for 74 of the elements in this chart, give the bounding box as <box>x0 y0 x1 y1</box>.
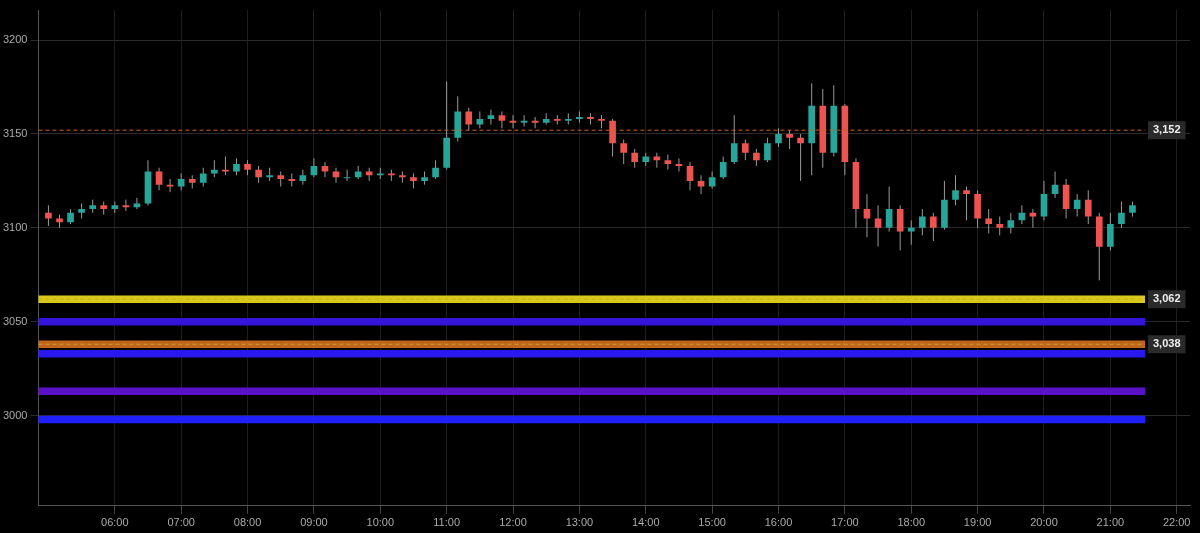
x-tick-label: 10:00 <box>366 516 395 529</box>
y-tick-label: 3100 <box>2 220 28 233</box>
candlestick <box>697 174 705 195</box>
candlestick <box>576 110 583 124</box>
candlestick <box>587 112 594 126</box>
x-tick-label: 11:00 <box>433 516 461 529</box>
candlestick <box>520 114 528 127</box>
candlestick <box>620 139 627 165</box>
candlestick <box>1040 180 1048 221</box>
y-tick-label: 3050 <box>2 314 28 327</box>
candlestick <box>122 199 130 212</box>
x-tick-label: 16:00 <box>764 516 793 529</box>
candlestick <box>199 167 207 188</box>
candlestick <box>963 186 970 221</box>
candlestick <box>797 133 804 182</box>
x-tick-label: 15:00 <box>698 516 726 529</box>
candlestick <box>498 110 506 129</box>
candlestick <box>719 155 727 180</box>
candlestick <box>919 208 926 236</box>
candlestick <box>896 204 904 251</box>
x-tick-label: 17:00 <box>831 516 859 529</box>
candlestick <box>432 159 439 180</box>
candlestick <box>907 219 915 246</box>
candlestick <box>631 148 638 169</box>
x-tick-label: 22:00 <box>1162 516 1191 529</box>
y-tick-label: 3150 <box>2 126 28 139</box>
ref-line-label: 3,062 <box>1153 292 1181 305</box>
candlestick <box>985 208 993 234</box>
candlestick <box>730 114 738 165</box>
candlestick <box>1007 212 1015 234</box>
candlestick <box>952 174 959 206</box>
x-tick-label: 20:00 <box>1030 516 1058 529</box>
candlestick <box>686 161 694 191</box>
candlestick <box>885 186 893 233</box>
candlestick <box>874 204 882 248</box>
candlestick <box>775 127 782 148</box>
x-tick-label: 12:00 <box>499 516 527 529</box>
y-tick-label: 3200 <box>2 33 28 46</box>
candlestick <box>786 129 793 150</box>
x-tick-label: 18:00 <box>897 516 926 529</box>
x-tick-label: 14:00 <box>632 516 660 529</box>
candlestick <box>531 116 539 129</box>
x-tick-label: 09:00 <box>300 516 328 529</box>
candlestick <box>764 137 771 163</box>
candlestick <box>564 112 572 126</box>
candlestick <box>1107 212 1114 251</box>
x-tick-label: 06:00 <box>101 516 129 529</box>
candlestick <box>222 155 229 176</box>
candlestick <box>930 212 937 242</box>
candlestick <box>166 178 174 193</box>
y-tick-label: 3000 <box>2 408 28 421</box>
x-tick-label: 08:00 <box>233 516 262 529</box>
candlestick <box>288 172 296 188</box>
x-tick-label: 19:00 <box>963 516 992 529</box>
candlestick <box>45 204 52 227</box>
candlestick <box>741 139 749 161</box>
candlestick <box>609 118 616 157</box>
x-tick-label: 21:00 <box>1096 516 1125 529</box>
candlestick <box>1118 201 1125 229</box>
candlestick <box>1084 189 1092 225</box>
x-tick-label: 13:00 <box>565 516 594 529</box>
candlestick <box>155 167 163 191</box>
candlestick <box>664 154 672 171</box>
x-tick-label: 07:00 <box>167 516 195 529</box>
candlestick <box>321 161 329 178</box>
candlestick <box>465 107 473 131</box>
ref-line-label: 3,038 <box>1153 337 1181 350</box>
candlestick <box>509 114 517 129</box>
candlestick <box>487 109 495 126</box>
candlestick <box>133 197 141 210</box>
ref-line-label: 3,152 <box>1153 123 1181 136</box>
candlestick <box>996 216 1004 236</box>
candlestick <box>1029 208 1037 229</box>
candlestick <box>675 157 683 173</box>
